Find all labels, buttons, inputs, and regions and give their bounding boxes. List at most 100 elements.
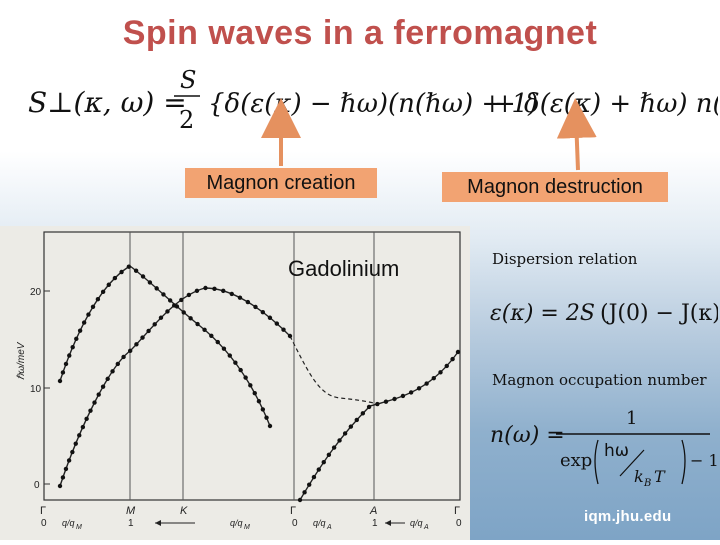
data-point — [267, 423, 273, 429]
data-point — [450, 356, 455, 362]
data-point — [127, 348, 133, 354]
data-point — [154, 286, 159, 291]
data-point — [112, 275, 118, 281]
occupation-equation: n(ω) = 1 exp hω k B T − 1 — [490, 408, 718, 489]
data-point — [70, 449, 75, 455]
data-point — [195, 321, 200, 327]
data-point — [260, 407, 266, 412]
data-point — [74, 336, 79, 342]
occupation-k: k — [634, 467, 644, 486]
data-point — [100, 289, 106, 295]
data-point — [77, 433, 82, 438]
data-point — [342, 431, 348, 436]
curve-upper — [59, 265, 271, 427]
occupation-num: 1 — [626, 408, 637, 429]
scattering-formula: S⊥(κ, ω) = S 2 {δ(ε(κ) − ℏω)(n(ℏω) + 1) … — [28, 66, 718, 134]
data-point — [383, 399, 389, 404]
data-point — [360, 411, 366, 416]
curve-acoustic — [299, 351, 459, 501]
magnon-creation-label: Magnon creation — [185, 168, 377, 198]
data-point — [302, 490, 307, 495]
data-point — [95, 296, 101, 302]
data-point — [115, 361, 121, 367]
data-point — [337, 438, 342, 443]
curve-dashed — [289, 335, 379, 405]
data-point — [237, 295, 243, 300]
data-point — [281, 327, 286, 332]
dispersion-plot: 20 10 0 ℏω/meV Γ M K Γ A Γ 0 1 0 1 0 q/q… — [0, 226, 470, 540]
data-point — [86, 312, 91, 317]
data-point — [203, 285, 208, 291]
axis-sub-2: M — [244, 524, 250, 531]
occupation-exp: exp — [560, 450, 592, 471]
dispersion-lhs: ε(κ) = 2S — [490, 301, 595, 326]
data-point — [256, 399, 262, 404]
data-point — [96, 392, 101, 397]
axis-label-1: q/q — [62, 518, 75, 528]
data-point — [438, 370, 443, 375]
formula-fraction-num: S — [180, 66, 196, 94]
data-point — [260, 309, 266, 315]
data-point — [147, 280, 153, 285]
data-point — [90, 304, 96, 310]
magnon-destruction-label: Magnon destruction — [442, 172, 668, 202]
data-point — [348, 424, 354, 429]
x-tick-M: M — [126, 505, 136, 517]
data-point — [100, 384, 106, 389]
data-point — [119, 269, 124, 275]
data-point — [194, 288, 200, 294]
data-point — [80, 424, 86, 430]
data-point — [140, 274, 146, 279]
data-point — [354, 417, 359, 423]
data-points — [57, 264, 461, 503]
occupation-minus-one: − 1 — [690, 451, 718, 470]
data-point — [375, 401, 380, 407]
axis-label-4: q/q — [410, 518, 423, 528]
data-point — [209, 333, 214, 338]
data-point — [331, 445, 337, 450]
formula-fraction-den: 2 — [179, 106, 194, 134]
data-point — [67, 353, 72, 358]
data-point — [400, 393, 406, 399]
data-point — [316, 467, 321, 472]
data-point — [77, 328, 83, 333]
data-point — [57, 483, 63, 489]
x-sub-0c: 0 — [456, 518, 462, 529]
data-point — [221, 288, 226, 294]
y-tick-0: 0 — [34, 480, 40, 491]
occupation-number-label: Magnon occupation number — [492, 371, 707, 389]
data-point — [455, 349, 461, 355]
data-point — [212, 286, 217, 292]
data-point — [243, 375, 248, 380]
data-point — [126, 264, 132, 269]
data-point — [431, 375, 436, 381]
y-tick-20: 20 — [30, 287, 42, 298]
x-sub-0b: 0 — [292, 518, 298, 529]
data-point — [245, 299, 251, 305]
data-point — [106, 282, 111, 287]
data-point — [188, 316, 193, 321]
x-tick-A: A — [369, 505, 377, 517]
data-point — [424, 381, 429, 386]
data-point — [307, 482, 312, 487]
x-tick-gamma-3: Γ — [454, 505, 460, 517]
data-point — [110, 369, 115, 374]
data-point — [366, 404, 372, 410]
data-point — [233, 360, 238, 365]
data-point — [179, 297, 184, 303]
occupation-B: B — [643, 478, 651, 489]
data-point — [161, 292, 166, 297]
occupation-T: T — [654, 467, 666, 486]
footer-url: iqm.jhu.edu — [584, 508, 672, 525]
data-point — [165, 309, 170, 314]
x-tick-K: K — [180, 505, 188, 517]
formula-lhs: S⊥(κ, ω) = — [28, 86, 187, 119]
data-point — [287, 333, 293, 339]
data-point — [84, 416, 89, 422]
axis-label-2: q/q — [230, 518, 243, 528]
x-sub-0a: 0 — [41, 518, 47, 529]
occupation-hw: hω — [604, 441, 629, 461]
data-point — [229, 291, 234, 297]
data-point — [73, 441, 78, 446]
slide-title: Spin waves in a ferromagnet — [122, 14, 598, 52]
